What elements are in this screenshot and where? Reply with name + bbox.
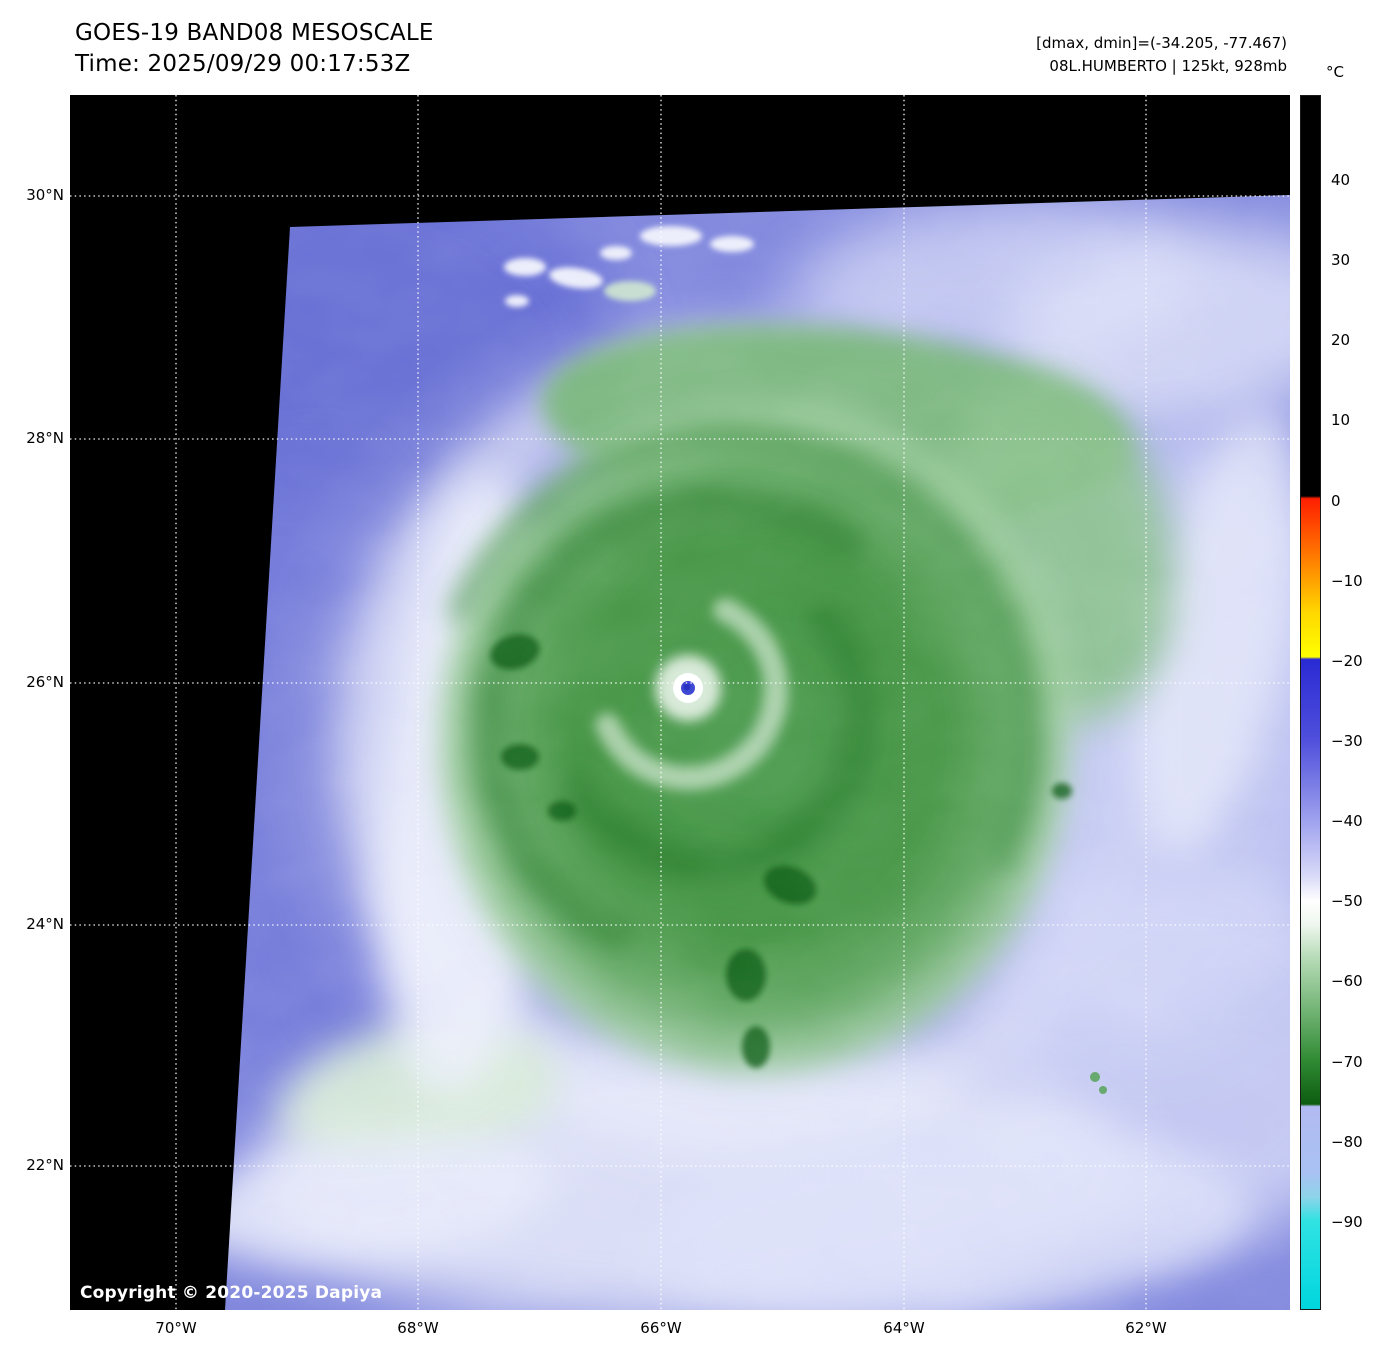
colorbar-tick-label: −70 (1331, 1052, 1363, 1071)
colorbar-tick-label: −60 (1331, 972, 1363, 991)
metadata-storm-info: 08L.HUMBERTO | 125kt, 928mb (1049, 57, 1287, 75)
colorbar-tick-label: −40 (1331, 812, 1363, 831)
metadata-dmax-dmin: [dmax, dmin]=(-34.205, -77.467) (1036, 34, 1287, 52)
colorbar-tick-label: 20 (1331, 331, 1351, 350)
colorbar (1300, 95, 1321, 1310)
colorbar-tick-label: −90 (1331, 1212, 1363, 1231)
latitude-tick-label: 24°N (26, 915, 64, 933)
cloud-texture (225, 195, 1290, 1310)
colorbar-tick-label: −30 (1331, 731, 1363, 750)
colorbar-tick-label: 40 (1331, 170, 1351, 189)
longitude-tick-label: 66°W (640, 1319, 682, 1337)
figure-time: Time: 2025/09/29 00:17:53Z (75, 51, 411, 77)
longitude-tick-label: 68°W (397, 1319, 439, 1337)
colorbar-tick-label: −50 (1331, 892, 1363, 911)
longitude-tick-label: 64°W (883, 1319, 925, 1337)
colorbar-tick-label: −20 (1331, 651, 1363, 670)
copyright: Copyright © 2020-2025 Dapiya (80, 1283, 383, 1303)
colorbar-tick-label: −10 (1331, 571, 1363, 590)
longitude-tick-label: 70°W (155, 1319, 197, 1337)
latitude-tick-label: 22°N (26, 1156, 64, 1174)
figure-title: GOES-19 BAND08 MESOSCALE (75, 20, 434, 46)
longitude-tick-label: 62°W (1125, 1319, 1167, 1337)
gridlines (70, 95, 1290, 1310)
map-plot: Copyright © 2020-2025 Dapiya (70, 95, 1290, 1310)
latitude-tick-label: 26°N (26, 673, 64, 691)
colorbar-tick-label: 10 (1331, 411, 1351, 430)
latitude-tick-label: 28°N (26, 429, 64, 447)
colorbar-tick-label: −80 (1331, 1132, 1363, 1151)
latitude-tick-label: 30°N (26, 186, 64, 204)
colorbar-tick-label: 0 (1331, 491, 1341, 510)
satellite-image (70, 95, 1290, 1310)
colorbar-tick-label: 30 (1331, 251, 1351, 270)
colorbar-unit-label: °C (1326, 63, 1344, 81)
data-sector (225, 195, 1290, 1310)
